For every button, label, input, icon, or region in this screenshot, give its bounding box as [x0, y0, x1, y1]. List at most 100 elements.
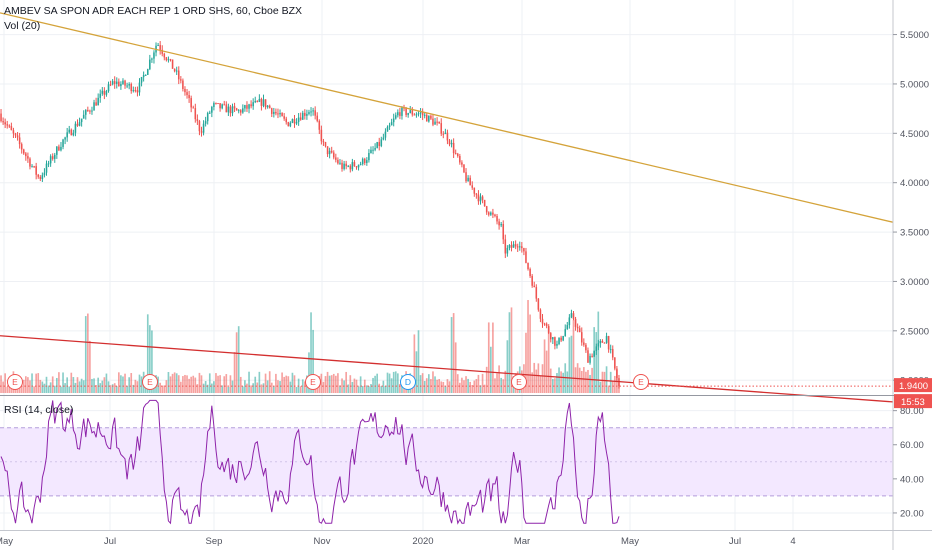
volume-bar — [51, 376, 54, 393]
volume-bar — [244, 380, 246, 393]
volume-bar — [535, 369, 538, 393]
volume-bar — [128, 377, 130, 393]
candle-body — [171, 59, 174, 69]
volume-bar — [99, 383, 102, 393]
candle-body — [18, 137, 21, 145]
candle-body — [343, 163, 345, 169]
candle-body — [337, 159, 339, 164]
trendline-lower — [0, 335, 893, 403]
candle-body — [84, 110, 87, 115]
volume-bar — [53, 385, 56, 393]
candle-body — [76, 123, 79, 126]
time-tick-label: 2020 — [412, 536, 433, 547]
candle-body — [512, 244, 515, 248]
candle-body — [587, 350, 589, 363]
candle-body — [260, 98, 263, 106]
event-marker-e[interactable]: E — [7, 374, 23, 390]
trendlines[interactable] — [0, 12, 893, 403]
event-marker-d[interactable]: D — [400, 374, 416, 390]
candle-body — [266, 105, 269, 108]
event-marker-e[interactable]: E — [633, 374, 649, 390]
candle-body — [597, 343, 600, 347]
volume-bar — [310, 312, 312, 393]
event-marker-e[interactable]: E — [305, 374, 321, 390]
candle-body — [374, 147, 376, 150]
volume-bar — [198, 372, 201, 393]
rsi-line — [0, 399, 620, 525]
candle-body — [80, 118, 83, 123]
candle-body — [109, 84, 112, 86]
volume-bar — [361, 385, 364, 393]
candle-body — [157, 45, 159, 47]
candle-body — [97, 97, 99, 106]
candle-body — [74, 123, 77, 133]
volume-bar — [258, 371, 261, 393]
candle-body — [518, 246, 521, 248]
candle-body — [35, 166, 37, 175]
candle-body — [248, 104, 250, 109]
candle-body — [366, 160, 368, 164]
volume-bar — [605, 366, 608, 393]
candle-body — [467, 177, 469, 182]
candle-body — [0, 113, 2, 122]
volume-bar — [173, 372, 176, 393]
volume-label: Vol (20) — [4, 20, 41, 32]
candle-body — [494, 214, 496, 217]
volume-bar — [324, 376, 327, 393]
candle-body — [547, 326, 550, 334]
rsi-tick-label: 80.00 — [900, 406, 924, 417]
volume-bar — [208, 373, 211, 393]
event-marker-e[interactable]: E — [511, 374, 527, 390]
event-label: D — [405, 377, 411, 387]
chart-title: AMBEV SA SPON ADR EACH REP 1 ORD SHS, 60… — [4, 5, 302, 17]
candle-body — [401, 107, 403, 116]
candle-body — [454, 153, 457, 155]
volume-bar — [268, 371, 271, 393]
volume-bar — [103, 377, 106, 393]
candle-body — [417, 113, 420, 115]
volume-bar — [43, 383, 46, 393]
price-tick-label: 5.5000 — [900, 30, 929, 41]
volume-bar — [89, 340, 91, 393]
candle-body — [130, 83, 133, 92]
candle-body — [101, 90, 104, 94]
volume-bar — [357, 386, 360, 393]
volume-bar — [113, 383, 116, 393]
volume-bar — [481, 373, 484, 393]
volume-bar — [506, 340, 509, 393]
candle-body — [293, 119, 296, 124]
volume-bar — [477, 374, 480, 393]
volume-bar — [570, 335, 573, 393]
volume-bar — [256, 382, 259, 393]
volume-bar — [349, 375, 352, 393]
volume-bar — [87, 313, 89, 393]
volume-bar — [122, 376, 124, 393]
candle-body — [359, 164, 362, 166]
volume-bar — [144, 386, 147, 393]
candle-body — [258, 98, 261, 102]
volume-bar — [31, 373, 33, 393]
volume-bar — [248, 371, 250, 393]
candle-body — [144, 74, 147, 76]
event-circle — [633, 374, 649, 390]
candle-body — [262, 99, 265, 106]
candle-body — [2, 121, 4, 123]
volume-bar — [461, 377, 463, 393]
volume-bar — [293, 375, 296, 393]
volume-bar — [525, 332, 527, 393]
volume-bar — [157, 376, 159, 393]
event-marker-e[interactable]: E — [142, 374, 158, 390]
candle-body — [463, 164, 465, 173]
candle-body — [382, 137, 385, 140]
candle-body — [283, 116, 285, 119]
price-tick-label: 5.0000 — [900, 79, 929, 90]
volume-bar — [22, 379, 25, 393]
volume-bar — [169, 376, 172, 393]
volume-bar — [82, 380, 85, 393]
candle-body — [29, 158, 31, 167]
candle-body — [190, 98, 192, 108]
candle-body — [107, 84, 110, 92]
volume-bar — [417, 330, 420, 393]
